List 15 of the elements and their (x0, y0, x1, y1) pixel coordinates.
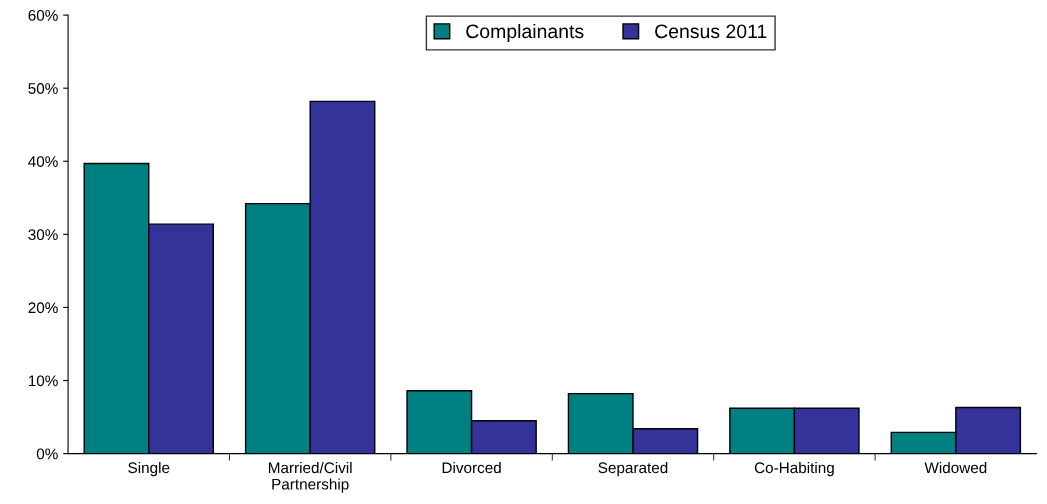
y-tick-label: 0% (36, 448, 58, 460)
y-tick-label: 30% (28, 229, 58, 241)
x-tick-label: Divorced (442, 461, 501, 474)
y-tick-label: 20% (28, 302, 58, 314)
legend-label: Census 2011 (655, 24, 767, 39)
y-tick-label: 60% (28, 9, 58, 21)
y-tick-label: 40% (28, 156, 58, 167)
y-tick-label: 10% (28, 375, 58, 387)
x-tick-label: Co-Habiting (754, 461, 834, 477)
x-tick-label: Widowed (924, 461, 987, 474)
y-tick-label: 50% (28, 83, 58, 94)
legend-label: Complainants (466, 23, 584, 43)
x-tick-label: Separated (598, 461, 668, 477)
x-tick-label: Married/Civil Partnership (268, 461, 352, 493)
x-tick-label: Single (128, 461, 170, 477)
